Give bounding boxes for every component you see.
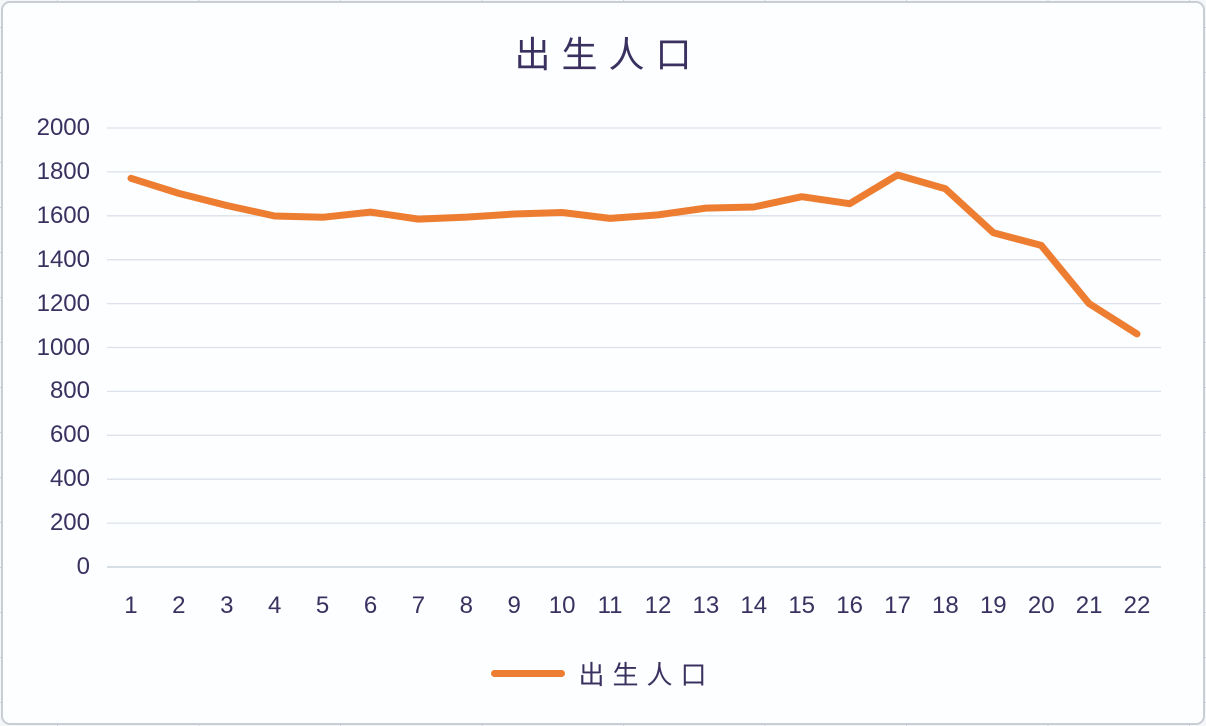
- y-tick-label: 400: [49, 465, 90, 493]
- x-tick-label: 22: [1123, 592, 1151, 619]
- x-tick-label: 1: [124, 592, 138, 619]
- x-tick-label: 5: [315, 592, 330, 619]
- y-tick-label: 1600: [36, 201, 90, 229]
- y-tick-label: 1400: [36, 245, 90, 273]
- x-tick-label: 12: [644, 592, 672, 619]
- y-tick-label: 800: [49, 377, 90, 405]
- legend-line-icon: [491, 669, 566, 677]
- x-tick-label: 17: [884, 592, 911, 619]
- chart-title: 出生人口: [514, 34, 703, 75]
- legend-series-label: 出生人口: [578, 659, 715, 690]
- y-tick-label: 2000: [36, 114, 90, 141]
- x-tick-label: 8: [459, 592, 473, 619]
- y-tick-label: 600: [49, 421, 90, 449]
- x-tick-label: 20: [1027, 592, 1055, 619]
- y-tick-label: 1800: [36, 157, 90, 185]
- x-tick-label: 13: [692, 592, 720, 619]
- y-tick-label: 0: [76, 553, 90, 580]
- x-tick-label: 16: [836, 592, 863, 619]
- legend: 出生人口: [0, 656, 1206, 690]
- y-tick-label: 1000: [36, 333, 90, 361]
- x-tick-label: 7: [411, 592, 426, 619]
- x-tick-label: 15: [788, 592, 816, 619]
- x-tick-label: 10: [548, 592, 576, 619]
- x-tick-label: 18: [932, 592, 959, 619]
- x-tick-label: 21: [1075, 592, 1103, 619]
- x-tick-label: 9: [507, 592, 521, 619]
- y-tick-label: 1200: [36, 289, 90, 317]
- series-line: [127, 171, 1141, 338]
- x-tick-label: 3: [220, 592, 234, 619]
- y-tick-label: 200: [49, 509, 90, 537]
- x-tick-label: 11: [597, 592, 623, 619]
- x-tick-label: 19: [979, 592, 1007, 619]
- x-tick-label: 4: [267, 592, 282, 619]
- x-tick-label: 2: [172, 592, 186, 619]
- x-tick-label: 6: [363, 592, 378, 619]
- x-tick-label: 14: [740, 592, 768, 619]
